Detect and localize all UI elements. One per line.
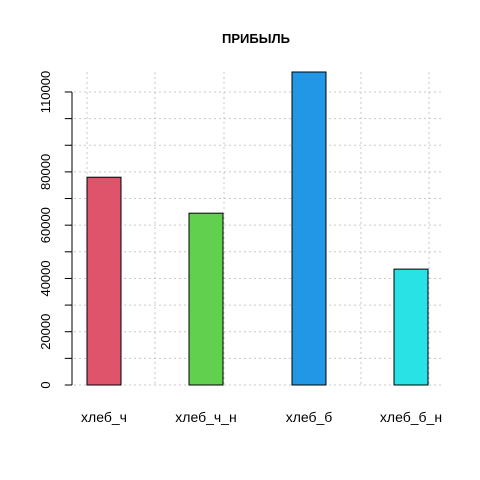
bar-4 <box>393 268 429 386</box>
bars <box>86 71 429 386</box>
x-category-label: хлеб_б_н <box>380 409 442 425</box>
y-tick-label: 0 <box>38 381 53 388</box>
bar-1 <box>86 176 122 386</box>
x-category-label: хлеб_ч <box>81 409 127 425</box>
bar-2 <box>188 212 224 386</box>
y-tick-label: 40000 <box>38 260 53 296</box>
x-axis-labels: хлеб_ч хлеб_ч_н хлеб_б хлеб_б_н <box>81 409 442 425</box>
y-tick-label: 110000 <box>38 71 53 113</box>
x-category-label: хлеб_б <box>286 409 333 425</box>
x-category-label: хлеб_ч_н <box>175 409 236 425</box>
y-tick-label: 60000 <box>38 207 53 243</box>
y-tick-label: 80000 <box>38 154 53 190</box>
bar-3 <box>291 71 327 386</box>
y-tick-label: 20000 <box>38 314 53 350</box>
y-axis: 0 20000 40000 60000 80000 110000 <box>38 71 73 389</box>
chart-title: ПРИБЫЛЬ <box>222 31 290 46</box>
